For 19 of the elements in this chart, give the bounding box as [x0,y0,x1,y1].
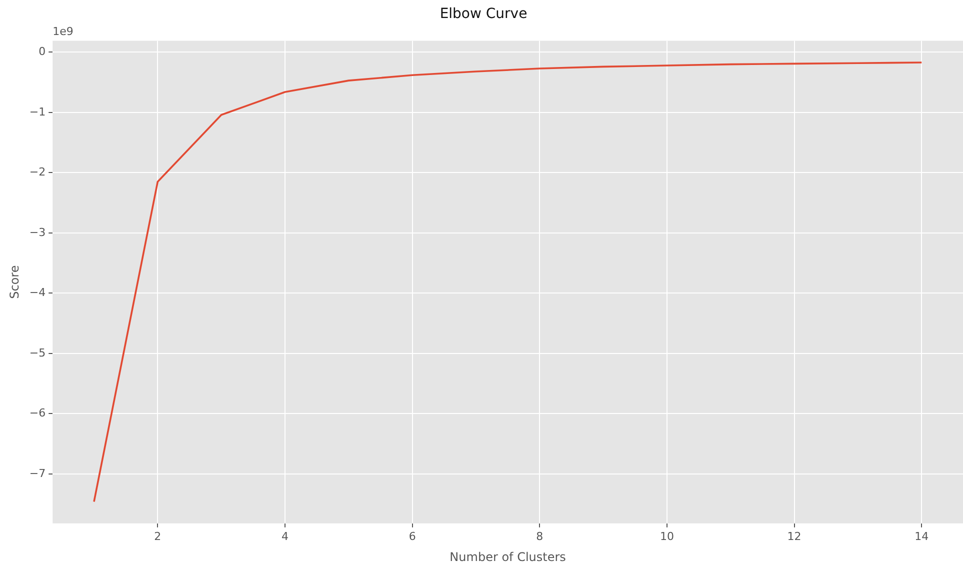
y-tick-label: −7 [29,466,46,480]
x-tick-label: 8 [536,530,544,543]
x-tick-label: 12 [787,530,802,543]
x-tick-label: 6 [408,530,416,543]
chart-title: Elbow Curve [440,6,528,22]
text: 1e9 [52,25,74,38]
y-tick-label: 0 [38,45,46,58]
y-tick-label: −3 [29,226,46,239]
y-tick-label: −4 [29,286,46,300]
x-tick-label: 10 [660,530,674,543]
y-axis-title: Score [7,265,22,299]
y-tick-label: −2 [29,166,46,179]
y-tick-label: −1 [29,105,46,118]
x-axis-title: Number of Clusters [450,550,566,564]
x-tick-label: 2 [154,530,162,543]
y-tick-label: −6 [29,406,46,420]
y-tick-label: −5 [29,346,46,360]
x-tick-label: 4 [281,530,288,543]
x-tick-label: 14 [914,530,929,543]
